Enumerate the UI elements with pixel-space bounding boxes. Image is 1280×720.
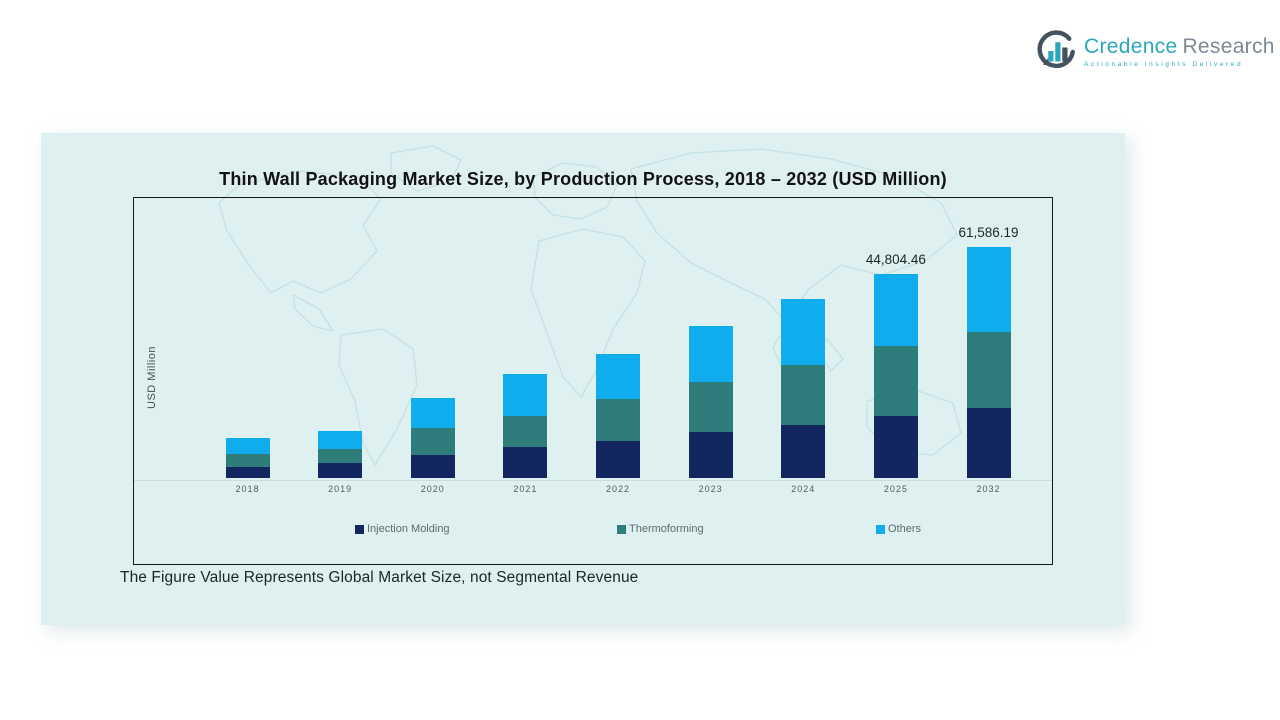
- bar-segment-thermoforming: [688, 382, 733, 432]
- legend: Injection Molding Thermoforming Others: [134, 523, 1052, 539]
- legend-swatch-icon: [876, 524, 885, 534]
- bar-segment-thermoforming: [318, 449, 363, 463]
- bar-segment-injection-molding: [873, 416, 918, 478]
- bar-2021: 2021: [503, 374, 548, 494]
- x-tick-2018: 2018: [235, 484, 260, 494]
- x-tick-2032: 2032: [976, 484, 1001, 494]
- logo-text: Credence Research Actionable Insights Del…: [1084, 35, 1275, 68]
- bar-2032: 61,586.19 2032: [958, 225, 1018, 494]
- x-tick-2024: 2024: [791, 484, 816, 494]
- bar-segment-thermoforming: [873, 346, 918, 416]
- legend-label: Thermoforming: [629, 523, 704, 535]
- bar-segment-thermoforming: [225, 454, 270, 467]
- legend-item-injection-molding: Injection Molding: [355, 523, 450, 535]
- credence-research-logo: Credence Research Actionable Insights Del…: [1036, 28, 1274, 74]
- y-axis-label: USD Million: [146, 346, 158, 410]
- bar-segment-thermoforming: [781, 365, 826, 425]
- bar-segment-injection-molding: [225, 467, 270, 478]
- logo-name-secondary: Research: [1182, 34, 1275, 58]
- bar-2025: 44,804.46 2025: [866, 252, 926, 494]
- logo-bar-chart-icon: [1037, 30, 1075, 69]
- bar-segment-thermoforming: [410, 428, 455, 455]
- legend-item-others: Others: [876, 523, 921, 535]
- bar-segment-thermoforming: [596, 399, 640, 441]
- logo-tagline: Actionable Insights Delivered: [1084, 60, 1244, 68]
- x-tick-2021: 2021: [513, 484, 538, 494]
- legend-label: Others: [888, 523, 922, 535]
- bar-segment-thermoforming: [966, 332, 1011, 408]
- bar-2019: 2019: [318, 431, 363, 494]
- bar-2023: 2023: [688, 326, 733, 494]
- bar-2024: 2024: [781, 299, 826, 494]
- bar-segment-injection-molding: [503, 447, 548, 478]
- bar-value-label-2025: 44,804.46: [865, 252, 926, 267]
- x-axis-line: [134, 480, 1052, 481]
- bar-segment-others: [781, 299, 826, 365]
- bar-segment-others: [225, 438, 270, 454]
- bar-segment-others: [410, 398, 455, 428]
- bar-segment-others: [966, 247, 1011, 332]
- x-tick-2022: 2022: [605, 484, 631, 494]
- bar-segment-injection-molding: [596, 441, 640, 478]
- logo-name-primary: Credence: [1084, 34, 1178, 58]
- bar-segment-others: [873, 274, 918, 346]
- bar-segment-injection-molding: [966, 408, 1011, 478]
- plot-area: USD Million 2018 2019 2020 2021 2022 2023 2024…: [133, 197, 1053, 565]
- chart-panel: Thin Wall Packaging Market Size, by Prod…: [41, 133, 1125, 625]
- bar-segment-injection-molding: [318, 463, 363, 478]
- x-tick-2025: 2025: [883, 484, 908, 494]
- legend-swatch-icon: [617, 524, 626, 534]
- bar-segment-others: [688, 326, 733, 382]
- bar-segment-others: [596, 354, 640, 399]
- bar-value-label-2032: 61,586.19: [958, 225, 1019, 240]
- bar-segment-thermoforming: [503, 416, 548, 447]
- bar-2022: 2022: [596, 354, 640, 494]
- legend-swatch-icon: [355, 524, 364, 534]
- x-tick-2023: 2023: [698, 484, 723, 494]
- x-tick-2019: 2019: [328, 484, 353, 494]
- bar-segment-injection-molding: [688, 432, 733, 478]
- bar-segment-others: [318, 431, 363, 449]
- legend-item-thermoforming: Thermoforming: [617, 523, 704, 535]
- chart-footnote: The Figure Value Represents Global Marke…: [120, 569, 639, 586]
- bar-segment-injection-molding: [781, 425, 826, 478]
- legend-label: Injection Molding: [367, 523, 450, 535]
- bar-segment-others: [503, 374, 548, 416]
- bar-segment-injection-molding: [410, 455, 455, 478]
- bar-2020: 2020: [410, 398, 455, 494]
- chart-title: Thin Wall Packaging Market Size, by Prod…: [219, 169, 947, 189]
- logo-name: Credence Research: [1084, 35, 1275, 59]
- bar-2018: 2018: [225, 438, 270, 494]
- x-tick-2020: 2020: [420, 484, 445, 494]
